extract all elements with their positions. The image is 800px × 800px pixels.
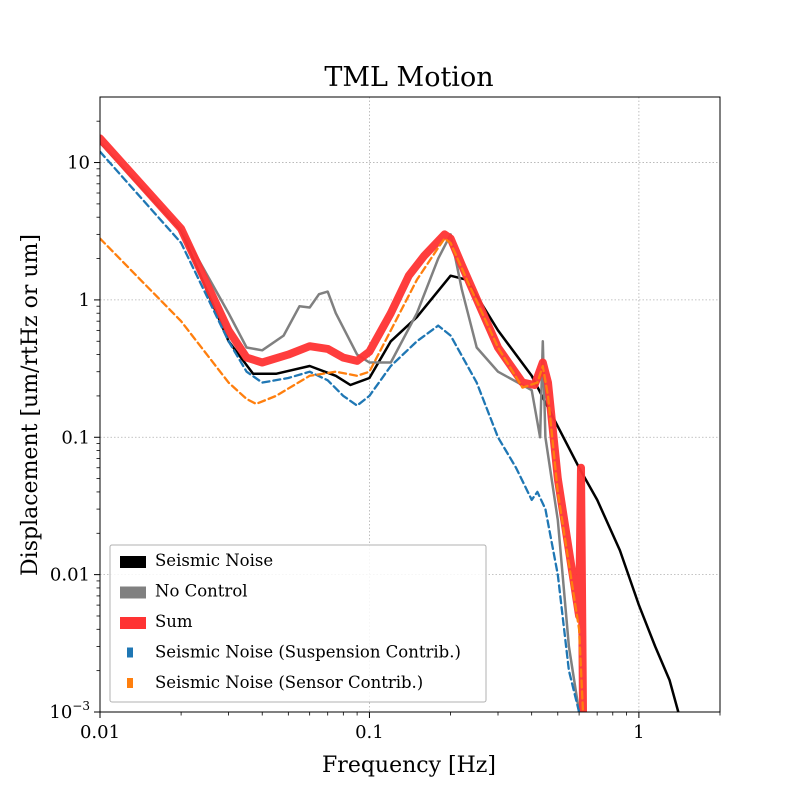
series-line-0 <box>100 141 680 712</box>
x-axis-label: Frequency [Hz] <box>322 753 496 778</box>
x-tick-label: 1 <box>633 722 644 743</box>
legend-swatch-1 <box>120 586 146 599</box>
y-tick-label: 0.1 <box>61 427 90 448</box>
legend-swatch-3 <box>127 647 133 658</box>
x-axis-ticks: 0.01 0.1 1 <box>80 712 721 743</box>
y-tick-label-base: 10 <box>49 702 72 723</box>
y-tick-label: 0.01 <box>50 565 90 586</box>
legend-label-2: Sum <box>155 612 193 631</box>
y-tick-label: 10−3 <box>49 699 90 723</box>
legend-box <box>109 544 487 703</box>
plot-frame <box>99 96 721 713</box>
x-tick-label: 0.01 <box>80 722 120 743</box>
y-tick-label: 10 <box>67 153 90 174</box>
legend-swatch-4 <box>127 678 133 688</box>
y-tick-label: 1 <box>79 290 90 311</box>
legend-label-0: Seismic Noise <box>155 551 273 570</box>
series-layer <box>100 134 680 712</box>
y-axis-label: Displacement [um/rtHz or um] <box>18 234 43 576</box>
series-line-4 <box>100 237 585 712</box>
legend-label-3: Seismic Noise (Suspension Contrib.) <box>155 643 461 662</box>
series-line-3 <box>100 150 581 712</box>
series-line-2 <box>100 134 587 712</box>
legend-label-1: No Control <box>155 582 248 601</box>
legend: Seismic Noise No Control Sum Seismic Noise … <box>109 544 487 703</box>
x-tick-label: 0.1 <box>355 722 384 743</box>
y-tick-label-exponent: −3 <box>72 699 90 713</box>
legend-swatch-2 <box>120 617 146 629</box>
chart-title: TML Motion <box>324 62 493 93</box>
legend-label-4: Seismic Noise (Sensor Contrib.) <box>155 673 423 692</box>
legend-swatch-0 <box>120 556 146 568</box>
